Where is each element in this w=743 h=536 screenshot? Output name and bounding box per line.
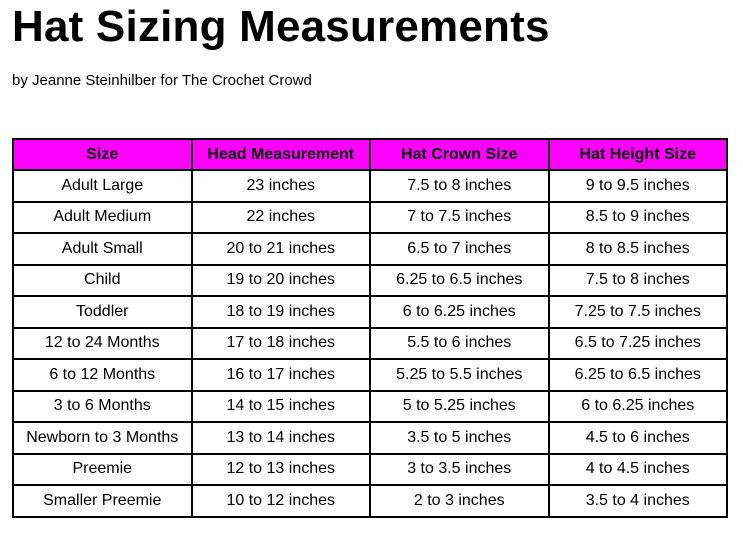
table-cell: 3 to 6 Months <box>12 389 193 423</box>
table-cell: 6.5 to 7.25 inches <box>547 326 728 360</box>
table-cell: 22 inches <box>190 200 371 234</box>
table-row: Child 19 to 20 inches 6.25 to 6.5 inches 7.… <box>12 263 728 297</box>
table-cell: 4 to 4.5 inches <box>547 452 728 486</box>
table-row: 12 to 24 Months 17 to 18 inches 5.5 to 6 i… <box>12 326 728 360</box>
table-row: 6 to 12 Months 16 to 17 inches 5.25 to 5.5… <box>12 358 728 392</box>
table-cell: 2 to 3 inches <box>369 484 550 518</box>
sizing-table: Size Head Measurement Hat Crown Size Hat He… <box>12 138 728 518</box>
column-header: Hat Crown Size <box>369 138 550 171</box>
title: Hat Sizing Measurements <box>12 2 550 51</box>
table-row: 3 to 6 Months 14 to 15 inches 5 to 5.25 in… <box>12 389 728 423</box>
table-cell: 6 to 12 Months <box>12 358 193 392</box>
table-cell: 14 to 15 inches <box>190 389 371 423</box>
byline: by Jeanne Steinhilber for The Crochet Cr… <box>12 72 312 89</box>
table-cell: 6.25 to 6.5 inches <box>547 358 728 392</box>
table-cell: 6 to 6.25 inches <box>369 295 550 329</box>
table-cell: 7.5 to 8 inches <box>369 169 550 203</box>
header-row: Size Head Measurement Hat Crown Size Hat He… <box>12 138 728 171</box>
table-cell: Newborn to 3 Months <box>12 421 193 455</box>
table-cell: Smaller Preemie <box>12 484 193 518</box>
table-row: Toddler 18 to 19 inches 6 to 6.25 inches 7.… <box>12 295 728 329</box>
column-header: Head Measurement <box>190 138 371 171</box>
table-cell: 5.25 to 5.5 inches <box>369 358 550 392</box>
table-cell: 12 to 24 Months <box>12 326 193 360</box>
table-cell: Adult Medium <box>12 200 193 234</box>
table-cell: 6 to 6.25 inches <box>547 389 728 423</box>
table-cell: 10 to 12 inches <box>190 484 371 518</box>
table-cell: 18 to 19 inches <box>190 295 371 329</box>
table-row: Preemie 12 to 13 inches 3 to 3.5 inches 4 t… <box>12 452 728 486</box>
table-row: Adult Medium 22 inches 7 to 7.5 inches 8.5 … <box>12 200 728 234</box>
table-cell: 9 to 9.5 inches <box>547 169 728 203</box>
table-cell: 13 to 14 inches <box>190 421 371 455</box>
table-cell: 3.5 to 5 inches <box>369 421 550 455</box>
table-cell: Toddler <box>12 295 193 329</box>
table-cell: 12 to 13 inches <box>190 452 371 486</box>
table-cell: 6.5 to 7 inches <box>369 232 550 266</box>
table-cell: 6.25 to 6.5 inches <box>369 263 550 297</box>
table-row: Newborn to 3 Months 13 to 14 inches 3.5 to… <box>12 421 728 455</box>
table-cell: 7.25 to 7.5 inches <box>547 295 728 329</box>
table-cell: 8 to 8.5 inches <box>547 232 728 266</box>
table-cell: 4.5 to 6 inches <box>547 421 728 455</box>
table-cell: 3.5 to 4 inches <box>547 484 728 518</box>
table-cell: 3 to 3.5 inches <box>369 452 550 486</box>
table-body: Adult Large 23 inches 7.5 to 8 inches 9 to … <box>12 169 728 518</box>
table-cell: Adult Large <box>12 169 193 203</box>
table-cell: 17 to 18 inches <box>190 326 371 360</box>
table-cell: 7 to 7.5 inches <box>369 200 550 234</box>
table-cell: 20 to 21 inches <box>190 232 371 266</box>
table-cell: 7.5 to 8 inches <box>547 263 728 297</box>
column-header: Hat Height Size <box>547 138 728 171</box>
table-cell: 16 to 17 inches <box>190 358 371 392</box>
table-cell: Preemie <box>12 452 193 486</box>
table-row: Adult Large 23 inches 7.5 to 8 inches 9 to … <box>12 169 728 203</box>
table-row: Smaller Preemie 10 to 12 inches 2 to 3 inc… <box>12 484 728 518</box>
table-cell: 23 inches <box>190 169 371 203</box>
table-cell: 8.5 to 9 inches <box>547 200 728 234</box>
table-cell: Child <box>12 263 193 297</box>
table-cell: Adult Small <box>12 232 193 266</box>
column-header: Size <box>12 138 193 171</box>
table-cell: 19 to 20 inches <box>190 263 371 297</box>
table-cell: 5.5 to 6 inches <box>369 326 550 360</box>
table-row: Adult Small 20 to 21 inches 6.5 to 7 inche… <box>12 232 728 266</box>
table-cell: 5 to 5.25 inches <box>369 389 550 423</box>
